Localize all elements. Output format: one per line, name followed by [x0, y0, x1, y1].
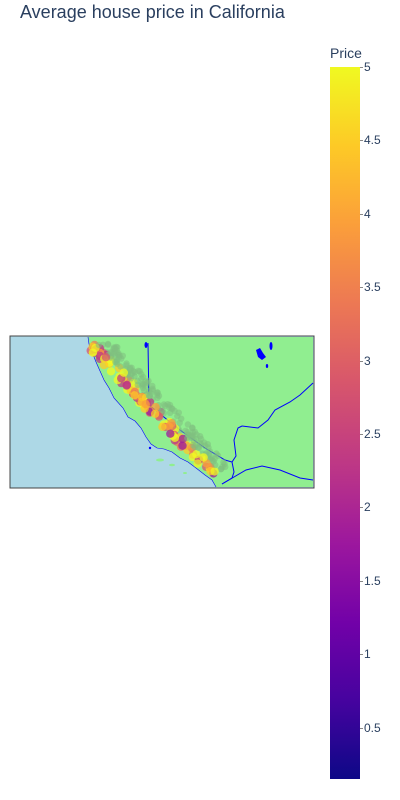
price-point [141, 400, 150, 409]
colorbar-tick: 2.5 [360, 427, 381, 441]
price-point [151, 402, 160, 412]
price-point [143, 379, 151, 386]
price-point [176, 419, 183, 427]
price-point [193, 459, 202, 468]
colorbar-title: Price [330, 45, 362, 61]
price-point [205, 444, 212, 451]
colorbar-tick: 5 [360, 60, 371, 74]
lake [265, 364, 269, 368]
price-point [113, 347, 120, 354]
chart-title: Average house price in California [20, 2, 285, 22]
channel-island [183, 472, 187, 474]
price-point [123, 360, 130, 367]
colorbar-tick: 4.5 [360, 133, 381, 147]
price-point [164, 422, 174, 431]
colorbar-tick: 3.5 [360, 280, 381, 294]
colorbar-tick: 1 [360, 647, 371, 661]
price-point [168, 405, 175, 412]
price-point [99, 360, 109, 370]
price-point [136, 368, 143, 375]
price-point [107, 349, 115, 356]
channel-island [169, 463, 175, 467]
colorbar-tick: 0.5 [360, 721, 381, 735]
colorbar [330, 67, 360, 779]
colorbar-tick: 2 [360, 500, 371, 514]
price-point [158, 422, 167, 431]
price-point [122, 380, 132, 390]
price-scatter-points [86, 340, 229, 478]
price-point [154, 394, 161, 401]
price-point [192, 450, 201, 459]
price-point [134, 381, 141, 388]
price-point [184, 429, 191, 436]
price-point [214, 452, 222, 459]
price-point [150, 409, 160, 418]
price-point [95, 341, 103, 349]
price-point [221, 460, 228, 468]
price-point [199, 453, 208, 462]
price-point [189, 432, 196, 439]
colorbar-tick: 3 [360, 354, 371, 368]
channel-island [156, 458, 164, 462]
price-point [106, 367, 116, 376]
colorbar-tick: 4 [360, 207, 371, 221]
state-border-nv-az [231, 425, 243, 463]
price-point [117, 363, 124, 370]
price-point [104, 341, 112, 348]
price-point [166, 429, 175, 438]
price-point [130, 391, 139, 400]
lake [144, 342, 148, 348]
price-point [184, 421, 192, 428]
price-point [195, 444, 203, 452]
price-point [88, 348, 98, 357]
border-mexico [221, 465, 314, 485]
price-point [201, 439, 208, 446]
price-point [119, 368, 128, 377]
price-point [149, 387, 156, 394]
price-point [178, 441, 187, 450]
lake [269, 342, 273, 350]
price-point [154, 389, 161, 396]
price-point [175, 409, 182, 416]
price-point [212, 461, 219, 469]
price-point [146, 392, 153, 400]
great-salt-lake [256, 348, 266, 360]
price-point [210, 467, 219, 476]
coastline [87, 336, 217, 488]
lake [148, 446, 152, 450]
price-point [184, 434, 191, 442]
price-point [131, 368, 139, 376]
price-point [101, 353, 111, 362]
state-border-az-ut [241, 382, 314, 429]
colorbar-tick: 1.5 [360, 574, 381, 588]
price-point [113, 357, 121, 364]
